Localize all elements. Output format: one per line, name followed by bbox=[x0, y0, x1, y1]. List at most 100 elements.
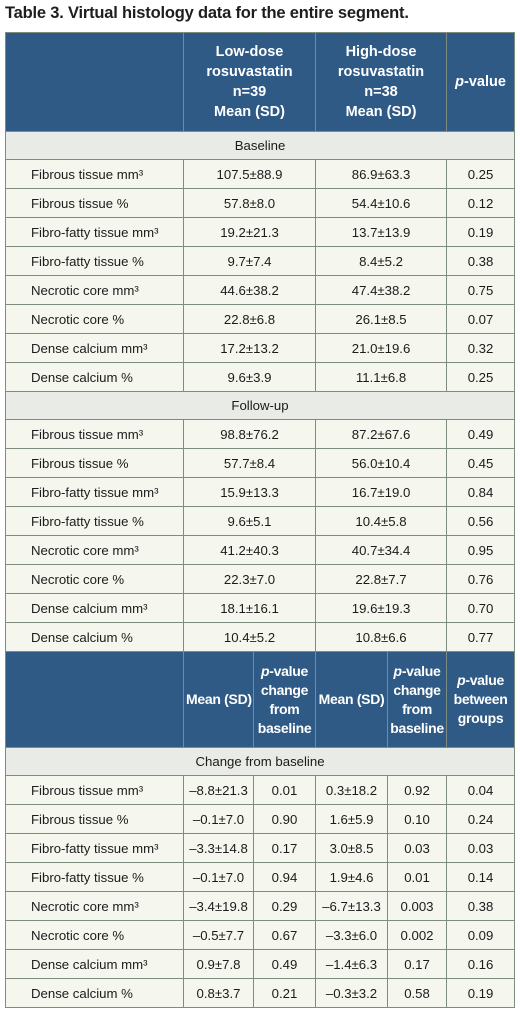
cell-low-mean: –3.4±19.8 bbox=[183, 891, 254, 921]
change-header-low-p: p-value change from baseline bbox=[252, 651, 317, 748]
cell-high-dose: 26.1±8.5 bbox=[315, 304, 448, 334]
cell-low-p-change: 0.67 bbox=[252, 920, 317, 950]
cell-p-value: 0.19 bbox=[446, 217, 516, 247]
section-title: Change from baseline bbox=[4, 747, 516, 776]
table-row: Dense calcium mm³ 18.1±16.1 19.6±19.3 0.70 bbox=[5, 593, 516, 623]
cell-high-p-change: 0.003 bbox=[387, 891, 448, 921]
cell-p-value: 0.38 bbox=[446, 246, 516, 276]
cell-low-p-change: 0.21 bbox=[252, 978, 317, 1008]
row-label: Dense calcium % bbox=[5, 622, 184, 652]
cell-p-value: 0.95 bbox=[446, 535, 516, 565]
cell-low-dose: 57.8±8.0 bbox=[182, 188, 317, 218]
change-header-p-between: p-value between groups bbox=[446, 651, 516, 748]
cell-high-p-change: 0.92 bbox=[387, 775, 448, 805]
header-low-dose: Low-dose rosuvastatin n=39 Mean (SD) bbox=[182, 32, 317, 132]
table-row: Fibro-fatty tissue mm³ –3.3±14.8 0.17 3.0±8… bbox=[5, 833, 516, 863]
row-label: Fibrous tissue mm³ bbox=[5, 159, 184, 189]
section-row: Change from baseline bbox=[4, 747, 516, 776]
cell-high-dose: 19.6±19.3 bbox=[315, 593, 448, 623]
cell-low-mean: –0.1±7.0 bbox=[183, 804, 254, 834]
cell-high-dose: 16.7±19.0 bbox=[315, 477, 448, 507]
cell-p-between: 0.38 bbox=[446, 891, 516, 921]
cell-p-value: 0.32 bbox=[446, 333, 516, 363]
change-header-high-p: p-value change from baseline bbox=[387, 651, 448, 748]
header-row: Low-dose rosuvastatin n=39 Mean (SD) High-d… bbox=[5, 32, 516, 132]
table-row: Necrotic core mm³ 44.6±38.2 47.4±38.2 0.75 bbox=[5, 275, 516, 305]
cell-p-between: 0.19 bbox=[446, 978, 516, 1008]
row-label: Fibrous tissue mm³ bbox=[5, 419, 184, 449]
change-header-low-mean: Mean (SD) bbox=[183, 651, 254, 748]
row-label: Dense calcium mm³ bbox=[5, 333, 184, 363]
header-blank-cell bbox=[5, 32, 184, 132]
cell-high-dose: 40.7±34.4 bbox=[315, 535, 448, 565]
cell-low-mean: –3.3±14.8 bbox=[183, 833, 254, 863]
header-high-dose: High-dose rosuvastatin n=38 Mean (SD) bbox=[315, 32, 448, 132]
table-row: Fibrous tissue mm³ –8.8±21.3 0.01 0.3±18.2 0… bbox=[5, 775, 516, 805]
row-label: Necrotic core mm³ bbox=[5, 275, 184, 305]
cell-high-dose: 10.4±5.8 bbox=[315, 506, 448, 536]
cell-high-dose: 54.4±10.6 bbox=[315, 188, 448, 218]
table-row: Fibrous tissue % –0.1±7.0 0.90 1.6±5.9 0.10 0… bbox=[5, 804, 516, 834]
cell-low-dose: 22.8±6.8 bbox=[182, 304, 317, 334]
cell-low-mean: 0.9±7.8 bbox=[183, 949, 254, 979]
cell-high-dose: 21.0±19.6 bbox=[315, 333, 448, 363]
table-row: Fibro-fatty tissue % –0.1±7.0 0.94 1.9±4.6 0… bbox=[5, 862, 516, 892]
cell-low-mean: –0.5±7.7 bbox=[183, 920, 254, 950]
cell-p-value: 0.12 bbox=[446, 188, 516, 218]
cell-p-between: 0.24 bbox=[446, 804, 516, 834]
table-row: Dense calcium % 10.4±5.2 10.8±6.6 0.77 bbox=[5, 622, 516, 652]
row-label: Fibro-fatty tissue mm³ bbox=[5, 217, 184, 247]
cell-p-between: 0.04 bbox=[446, 775, 516, 805]
table-row: Fibrous tissue mm³ 107.5±88.9 86.9±63.3 0.2… bbox=[5, 159, 516, 189]
cell-low-dose: 17.2±13.2 bbox=[182, 333, 317, 363]
cell-high-dose: 47.4±38.2 bbox=[315, 275, 448, 305]
cell-low-dose: 18.1±16.1 bbox=[182, 593, 317, 623]
cell-low-dose: 57.7±8.4 bbox=[182, 448, 317, 478]
table-row: Fibro-fatty tissue mm³ 15.9±13.3 16.7±19.0… bbox=[5, 477, 516, 507]
table-row: Necrotic core % 22.8±6.8 26.1±8.5 0.07 bbox=[5, 304, 516, 334]
row-label: Fibrous tissue % bbox=[5, 448, 184, 478]
cell-p-between: 0.16 bbox=[446, 949, 516, 979]
cell-low-dose: 9.6±3.9 bbox=[182, 362, 317, 392]
cell-p-value: 0.84 bbox=[446, 477, 516, 507]
cell-high-mean: 1.9±4.6 bbox=[315, 862, 389, 892]
table-row: Fibrous tissue mm³ 98.8±76.2 87.2±67.6 0.49 bbox=[5, 419, 516, 449]
cell-high-mean: –6.7±13.3 bbox=[315, 891, 389, 921]
cell-low-mean: –8.8±21.3 bbox=[183, 775, 254, 805]
row-label: Fibrous tissue % bbox=[5, 804, 184, 834]
cell-p-value: 0.77 bbox=[446, 622, 516, 652]
row-label: Necrotic core mm³ bbox=[5, 535, 184, 565]
row-label: Dense calcium % bbox=[5, 978, 184, 1008]
table-caption: Table 3. Virtual histology data for the … bbox=[5, 4, 409, 22]
cell-low-mean: 0.8±3.7 bbox=[183, 978, 254, 1008]
cell-low-mean: –0.1±7.0 bbox=[183, 862, 254, 892]
cell-low-p-change: 0.94 bbox=[252, 862, 317, 892]
cell-high-dose: 8.4±5.2 bbox=[315, 246, 448, 276]
cell-low-dose: 19.2±21.3 bbox=[182, 217, 317, 247]
cell-p-value: 0.70 bbox=[446, 593, 516, 623]
cell-high-dose: 11.1±6.8 bbox=[315, 362, 448, 392]
baseline-section: Baseline Fibrous tissue mm³ 107.5±88.9 86.9… bbox=[4, 131, 516, 392]
cell-high-p-change: 0.03 bbox=[387, 833, 448, 863]
cell-low-dose: 98.8±76.2 bbox=[182, 419, 317, 449]
section-row: Follow-up bbox=[4, 391, 516, 420]
section-title: Baseline bbox=[4, 131, 516, 160]
row-label: Fibro-fatty tissue % bbox=[5, 862, 184, 892]
table-row: Necrotic core % –0.5±7.7 0.67 –3.3±6.0 0.002… bbox=[5, 920, 516, 950]
cell-low-dose: 9.6±5.1 bbox=[182, 506, 317, 536]
section-row: Baseline bbox=[4, 131, 516, 160]
cell-low-dose: 41.2±40.3 bbox=[182, 535, 317, 565]
cell-low-dose: 15.9±13.3 bbox=[182, 477, 317, 507]
cell-high-mean: 3.0±8.5 bbox=[315, 833, 389, 863]
cell-high-dose: 86.9±63.3 bbox=[315, 159, 448, 189]
cell-low-p-change: 0.01 bbox=[252, 775, 317, 805]
cell-p-between: 0.03 bbox=[446, 833, 516, 863]
cell-high-mean: 1.6±5.9 bbox=[315, 804, 389, 834]
cell-p-value: 0.75 bbox=[446, 275, 516, 305]
cell-high-dose: 10.8±6.6 bbox=[315, 622, 448, 652]
cell-low-p-change: 0.90 bbox=[252, 804, 317, 834]
table-row: Dense calcium mm³ 17.2±13.2 21.0±19.6 0.32 bbox=[5, 333, 516, 363]
cell-p-value: 0.25 bbox=[446, 159, 516, 189]
row-label: Necrotic core % bbox=[5, 304, 184, 334]
row-label: Necrotic core % bbox=[5, 564, 184, 594]
